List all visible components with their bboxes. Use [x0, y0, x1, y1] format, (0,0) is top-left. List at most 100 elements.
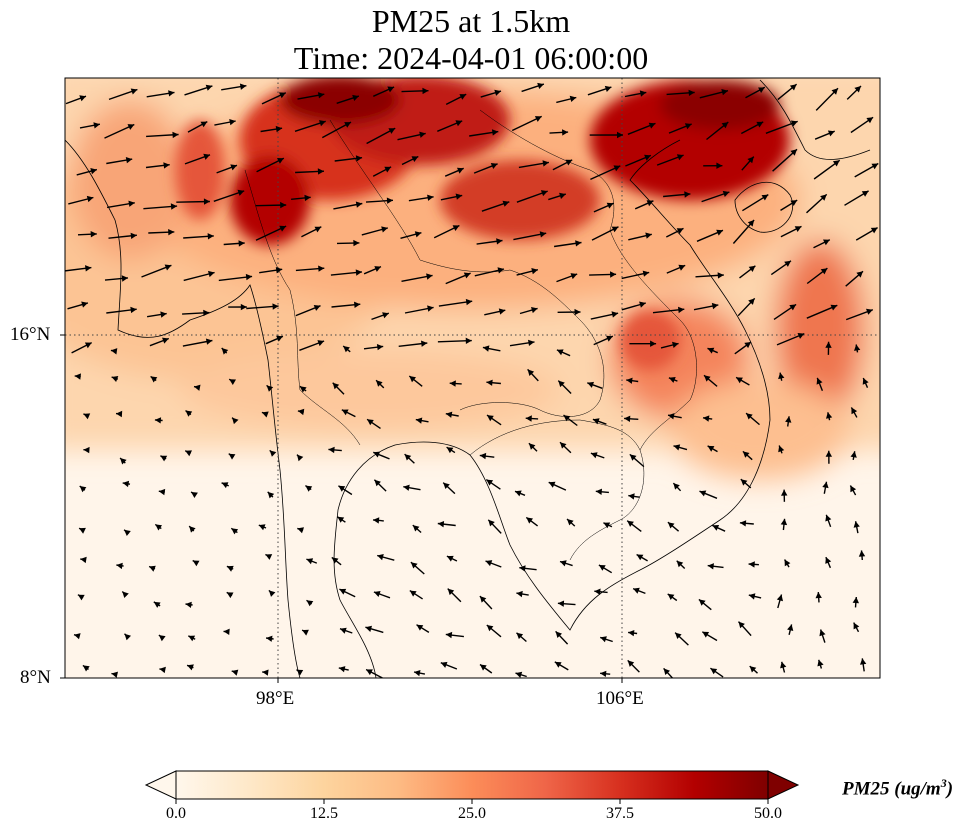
wind-arrow-head [606, 202, 614, 209]
wind-arrow-head [748, 593, 756, 600]
wind-arrow-head [676, 560, 684, 568]
axis-ticks [60, 334, 623, 683]
wind-arrow-head [153, 601, 161, 608]
wind-arrow-head [862, 378, 869, 385]
wind-arrow-head [570, 273, 578, 280]
wind-arrow-head [627, 520, 634, 527]
wind-arrow-head [559, 192, 566, 199]
colorbar-gradient [175, 770, 769, 800]
wind-arrow-head [221, 482, 229, 489]
wind-arrow-head [332, 382, 340, 390]
wind-arrow-head [83, 446, 90, 454]
wind-arrow-head [780, 661, 787, 669]
wind-arrow-head [560, 442, 567, 449]
country-borders [244, 109, 697, 561]
wind-arrow-head [355, 155, 363, 162]
wind-arrow-head [485, 560, 493, 567]
wind-arrow-head [238, 240, 245, 247]
wind-arrow-head [90, 231, 97, 238]
wind-arrow-head [746, 413, 753, 420]
wind-arrow-head [852, 597, 859, 604]
wind-arrow-head [684, 123, 692, 130]
wind-arrow-head [306, 558, 314, 565]
wind-arrow-head [603, 522, 611, 529]
wind-arrow-head [130, 232, 137, 239]
wind-vectors [65, 82, 879, 678]
wind-arrow-head [479, 596, 487, 603]
wind-arrow-head [93, 122, 100, 129]
wind-arrow-head [856, 271, 863, 278]
wind-arrow-head [565, 159, 573, 166]
wind-arrow-head [482, 345, 490, 352]
wind-arrow-head [314, 226, 322, 233]
wind-arrow-head [497, 267, 504, 274]
wind-arrow-head [673, 483, 680, 490]
wind-arrow-head [317, 92, 325, 99]
wind-arrow-head [636, 554, 644, 561]
colorbar-label-text: PM25 (ug/m [842, 778, 941, 800]
wind-arrow-head [150, 376, 158, 383]
wind-arrow-head [710, 668, 718, 675]
wind-arrow-head [528, 339, 535, 346]
wind-arrow-head [611, 226, 619, 233]
wind-arrow-head [258, 524, 266, 531]
wind-arrow-head [297, 408, 305, 416]
wind-arrow-head [170, 203, 178, 210]
wind-arrow-head [240, 303, 247, 311]
wind-arrow-head [352, 94, 359, 101]
wind-arrow-head [79, 527, 86, 534]
wind-arrow-head [494, 89, 501, 96]
wind-arrow-head [825, 450, 832, 457]
wind-arrow-head [426, 273, 433, 280]
wind-arrow-head [866, 308, 873, 315]
lat-label-16n: 16°N [10, 324, 51, 345]
wind-arrow-head [343, 346, 350, 353]
wind-arrow-head [230, 164, 237, 171]
wind-arrow-head [815, 592, 822, 599]
wind-arrow-head [639, 301, 646, 308]
wind-arrow-head [642, 270, 650, 277]
wind-arrow-head [557, 600, 565, 607]
wind-arrow-head [490, 163, 498, 169]
wind-arrow-head [707, 347, 715, 354]
wind-arrow-head [262, 669, 269, 676]
wind-arrow-head [595, 488, 602, 495]
colorbar-label: PM25 (ug/m3) [842, 776, 953, 800]
wind-arrow-head [237, 189, 245, 196]
wind-arrow-head [832, 160, 840, 167]
wind-arrow-head [419, 131, 426, 138]
wind-arrow-head [272, 303, 279, 310]
wind-arrow-head [77, 594, 85, 601]
wind-arrow-head [606, 335, 613, 342]
wind-arrow-head [854, 344, 861, 351]
wind-arrow-head [446, 555, 454, 562]
colorbar-label-close: ) [946, 778, 954, 800]
wind-arrow-head [229, 379, 236, 385]
wind-arrow-head [411, 156, 419, 162]
wind-arrow-head [790, 149, 797, 156]
wind-arrow-head [226, 592, 234, 599]
wind-arrow-head [866, 117, 874, 124]
wind-arrow-head [452, 225, 460, 231]
wind-arrow-head [702, 631, 710, 638]
wind-arrow-head [747, 156, 754, 164]
wind-arrow-head [376, 380, 383, 387]
wind-arrow-head [528, 443, 536, 450]
wind-arrow-head [337, 516, 345, 523]
gridlines [65, 78, 880, 678]
wind-arrow-head [739, 520, 747, 527]
wind-arrow-head [704, 375, 711, 382]
wind-arrow-head [646, 200, 654, 207]
wind-arrow-head [831, 88, 838, 95]
wind-arrow-head [200, 121, 208, 128]
wind-arrow-head [825, 514, 832, 522]
wind-arrow-head [590, 452, 598, 459]
wind-arrow-head [684, 191, 691, 198]
wind-arrow-head [191, 492, 198, 498]
wind-arrow-head [403, 484, 410, 491]
wind-arrow-head [525, 415, 532, 422]
wind-arrow-head [560, 560, 567, 567]
wind-arrow-head [707, 563, 714, 570]
wind-arrow-head [276, 335, 283, 342]
wind-arrow-head [221, 348, 229, 355]
